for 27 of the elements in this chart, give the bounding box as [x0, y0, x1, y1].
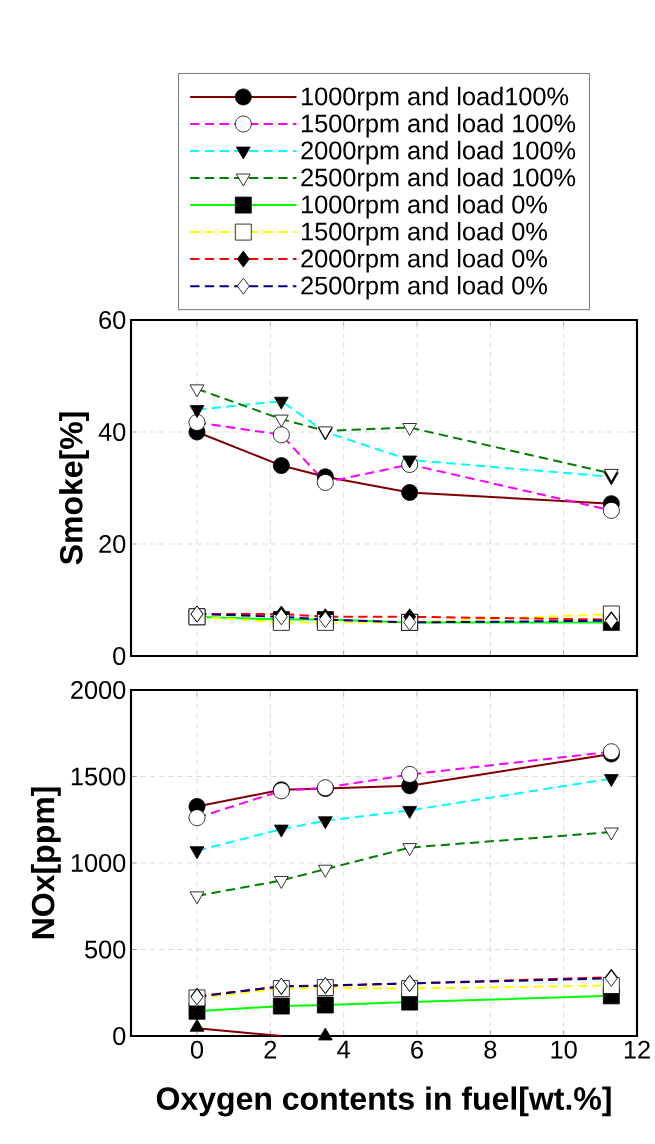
x-tick-label: 4: [337, 1040, 350, 1059]
x-tick-label: 10: [551, 1040, 577, 1059]
x-tick-label: 12: [624, 1040, 650, 1059]
legend-label: 1500rpm and load 100%: [302, 113, 576, 138]
x-tick-label: 2: [264, 1040, 277, 1059]
y-tick-label: 0: [113, 1027, 126, 1045]
y-tick-label: 60: [99, 311, 126, 329]
y-tick-label: 0: [113, 647, 126, 665]
y-tick-label: 1500: [71, 767, 126, 786]
legend-label: 2000rpm and load 100%: [301, 140, 576, 165]
x-tick-label: 8: [484, 1040, 497, 1059]
legend-label: 1000rpm and load 0%: [302, 194, 547, 219]
y-axis-title: Smoke[%]: [59, 412, 89, 565]
legend-label: 2000rpm and load 0%: [301, 248, 547, 273]
y-tick-label: 40: [98, 423, 126, 441]
legend-label: 2500rpm and load 0%: [301, 275, 547, 300]
legend-label: 2500rpm and load 100%: [301, 167, 576, 192]
legend-label: 1500rpm and load 0%: [302, 221, 547, 246]
y-tick-label: 20: [99, 535, 126, 553]
y-tick-label: 2000: [71, 681, 126, 699]
y-tick-label: 1000: [71, 854, 126, 872]
legend-label: 1000rpm and load100%: [302, 86, 569, 111]
x-axis-title: Oxygen contents in fuel[wt.%]: [156, 1086, 611, 1117]
x-tick-label: 6: [411, 1040, 423, 1059]
x-tick-label: 0: [190, 1040, 204, 1059]
y-axis-title: NOx[ppm]: [30, 787, 61, 939]
y-tick-label: 500: [85, 940, 126, 959]
